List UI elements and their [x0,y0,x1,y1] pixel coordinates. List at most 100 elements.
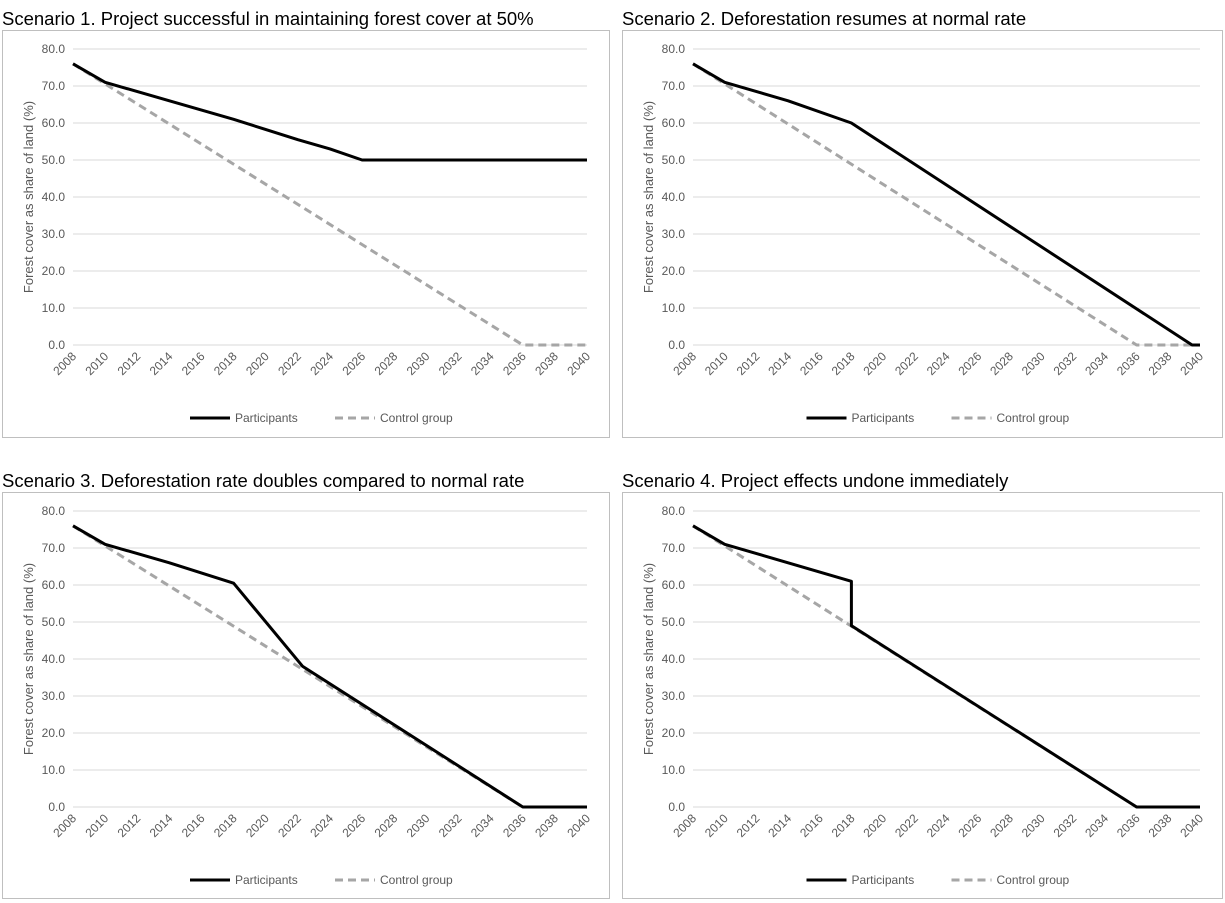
y-tick-label: 40.0 [42,190,66,204]
x-tick-label: 2014 [147,811,176,840]
x-tick-label: 2012 [734,811,763,840]
x-tick-label: 2010 [702,811,731,840]
x-tick-label: 2038 [532,349,561,378]
x-tick-label: 2008 [670,811,699,840]
x-tick-label: 2036 [500,349,529,378]
chart-panel-1: Scenario 1. Project successful in mainta… [2,8,612,438]
x-tick-label: 2030 [404,811,433,840]
x-tick-label: 2040 [1177,349,1206,378]
y-tick-label: 30.0 [42,227,66,241]
series-line-participants [72,62,587,162]
x-tick-label: 2014 [765,349,794,378]
x-tick-label: 2010 [702,349,731,378]
y-tick-label: 30.0 [662,689,686,703]
x-tick-label: 2036 [1114,349,1143,378]
x-tick-label: 2012 [115,811,144,840]
x-tick-label: 2028 [987,349,1016,378]
x-tick-label: 2018 [211,811,240,840]
x-tick-label: 2016 [179,349,208,378]
x-tick-label: 2008 [50,811,79,840]
x-tick-label: 2020 [243,811,272,840]
y-tick-label: 10.0 [662,763,686,777]
x-tick-label: 2018 [829,349,858,378]
series-line-participants [72,524,587,809]
chart-panel-2: Scenario 2. Deforestation resumes at nor… [622,8,1223,438]
x-tick-label: 2014 [765,811,794,840]
x-tick-label: 2012 [115,349,144,378]
y-tick-label: 80.0 [662,42,686,56]
x-tick-label: 2026 [339,349,368,378]
y-tick-label: 30.0 [662,227,686,241]
y-tick-label: 60.0 [42,116,66,130]
y-tick-label: 10.0 [42,301,66,315]
x-tick-label: 2020 [860,811,889,840]
chart-title: Scenario 4. Project effects undone immed… [622,470,1009,491]
x-tick-label: 2010 [82,811,111,840]
y-tick-label: 50.0 [42,615,66,629]
x-tick-label: 2028 [987,811,1016,840]
series-line-control-group [72,62,587,347]
y-tick-label: 40.0 [662,652,686,666]
x-tick-label: 2034 [1082,811,1111,840]
x-tick-label: 2018 [829,811,858,840]
x-tick-label: 2016 [797,349,826,378]
x-tick-label: 2022 [892,811,921,840]
chart-title: Scenario 2. Deforestation resumes at nor… [622,8,1027,29]
chart-area: 0.0 10.0 20.0 30.0 40.0 50.0 60.0 70.0 80.0 2008 2… [2,492,610,899]
y-tick-label: 60.0 [662,578,686,592]
legend-label: Control group [997,411,1070,425]
x-tick-label: 2012 [734,349,763,378]
chart-panel-4: Scenario 4. Project effects undone immed… [622,470,1223,899]
legend-label: Participants [852,873,915,887]
x-tick-label: 2024 [924,811,953,840]
legend-label: Control group [380,873,453,887]
y-axis-label: Forest cover as share of land (%) [21,101,36,293]
x-tick-label: 2034 [468,811,497,840]
x-tick-label: 2026 [956,811,985,840]
legend-label: Participants [235,873,298,887]
x-tick-label: 2036 [500,811,529,840]
x-tick-label: 2008 [50,349,79,378]
y-tick-label: 20.0 [662,264,686,278]
x-tick-label: 2038 [1146,349,1175,378]
chart-title: Scenario 3. Deforestation rate doubles c… [2,470,525,491]
y-tick-label: 20.0 [42,726,66,740]
x-tick-label: 2034 [1082,349,1111,378]
legend-label: Participants [852,411,915,425]
x-tick-label: 2032 [1051,349,1080,378]
y-tick-label: 0.0 [48,338,65,352]
y-tick-label: 80.0 [42,504,66,518]
y-tick-label: 20.0 [662,726,686,740]
y-tick-label: 0.0 [48,800,65,814]
y-tick-label: 50.0 [662,153,686,167]
y-tick-label: 30.0 [42,689,66,703]
x-tick-label: 2022 [892,349,921,378]
x-tick-label: 2014 [147,349,176,378]
x-tick-label: 2026 [956,349,985,378]
chart-area: 0.0 10.0 20.0 30.0 40.0 50.0 60.0 70.0 80.0 2008 2… [622,30,1223,438]
series-line-control-group [692,62,1200,347]
y-tick-label: 20.0 [42,264,66,278]
x-tick-label: 2022 [275,349,304,378]
y-tick-label: 60.0 [662,116,686,130]
series-line-control-group [692,524,1200,809]
y-tick-label: 80.0 [42,42,66,56]
x-tick-label: 2030 [1019,811,1048,840]
x-tick-label: 2032 [436,811,465,840]
x-tick-label: 2040 [564,811,593,840]
x-tick-label: 2020 [860,349,889,378]
chart-title: Scenario 1. Project successful in mainta… [2,8,534,29]
y-tick-label: 50.0 [662,615,686,629]
y-axis-label: Forest cover as share of land (%) [641,101,656,293]
legend-label: Control group [997,873,1070,887]
y-tick-label: 10.0 [42,763,66,777]
x-tick-label: 2032 [436,349,465,378]
y-tick-label: 50.0 [42,153,66,167]
x-tick-label: 2028 [372,811,401,840]
x-tick-label: 2016 [179,811,208,840]
y-tick-label: 70.0 [662,541,686,555]
legend-label: Participants [235,411,298,425]
